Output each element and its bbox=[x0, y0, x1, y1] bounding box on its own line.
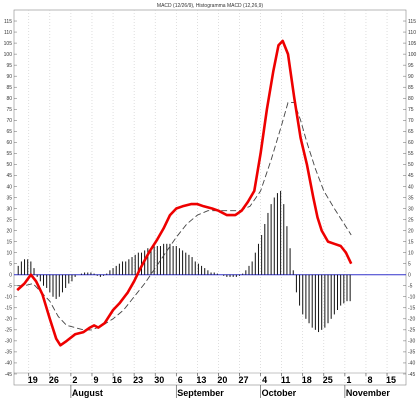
y-tick-label: -20 bbox=[408, 317, 415, 323]
histogram-series bbox=[17, 190, 351, 333]
y-tick-label: 60 bbox=[408, 140, 414, 146]
x-tick-label: 4 bbox=[262, 375, 267, 385]
y-tick-label: 30 bbox=[408, 206, 414, 212]
y-tick-label: -25 bbox=[5, 328, 12, 334]
y-tick-label: -30 bbox=[5, 339, 12, 345]
y-tick-label: 100 bbox=[408, 52, 417, 58]
y-tick-label: 55 bbox=[6, 151, 12, 157]
x-tick-label: 26 bbox=[49, 375, 59, 385]
macd-line bbox=[16, 39, 353, 347]
y-tick-label: 110 bbox=[408, 30, 416, 36]
y-axis-right: 1151101051009590858075706560555045403530… bbox=[403, 19, 417, 378]
y-tick-label: 30 bbox=[6, 206, 12, 212]
y-tick-label: 85 bbox=[408, 85, 414, 91]
month-label: October bbox=[262, 388, 297, 398]
y-tick-label: 60 bbox=[6, 140, 12, 146]
y-tick-label: -45 bbox=[5, 372, 12, 378]
x-tick-label: 1 bbox=[346, 375, 351, 385]
gridlines bbox=[28, 10, 388, 385]
y-tick-label: 0 bbox=[408, 273, 411, 279]
y-tick-label: -15 bbox=[408, 306, 415, 312]
y-tick-label: -40 bbox=[5, 361, 12, 367]
y-tick-label: 40 bbox=[6, 184, 12, 190]
y-tick-label: 95 bbox=[408, 63, 414, 69]
x-tick-label: 18 bbox=[302, 375, 312, 385]
y-tick-label: 85 bbox=[6, 85, 12, 91]
y-tick-label: 50 bbox=[408, 162, 414, 168]
y-tick-label: -10 bbox=[408, 295, 415, 301]
x-tick-label: 6 bbox=[178, 375, 183, 385]
y-tick-label: 20 bbox=[6, 228, 12, 234]
y-tick-label: 15 bbox=[6, 239, 12, 245]
y-tick-label: -25 bbox=[408, 328, 415, 334]
month-label: September bbox=[177, 388, 224, 398]
y-tick-label: 25 bbox=[6, 217, 12, 223]
x-tick-label: 30 bbox=[154, 375, 164, 385]
x-tick-label: 11 bbox=[281, 375, 291, 385]
plot-frame bbox=[13, 9, 407, 386]
y-tick-label: 65 bbox=[6, 129, 12, 135]
x-tick-label: 16 bbox=[112, 375, 122, 385]
y-tick-label: 90 bbox=[6, 74, 12, 80]
y-tick-label: 115 bbox=[4, 19, 12, 25]
y-tick-label: 105 bbox=[4, 41, 13, 47]
y-tick-label: 115 bbox=[408, 19, 416, 25]
y-tick-label: 0 bbox=[9, 273, 12, 279]
y-tick-label: 50 bbox=[6, 162, 12, 168]
x-tick-label: 9 bbox=[93, 375, 98, 385]
x-tick-label: 20 bbox=[217, 375, 227, 385]
x-axis: 19 26 2 9 16 23 30 6 13 20 27 4 11 18 25 1 8 15 bbox=[14, 372, 406, 385]
y-tick-label: -40 bbox=[408, 361, 415, 367]
y-tick-label: 35 bbox=[408, 195, 414, 201]
y-tick-label: -5 bbox=[8, 284, 13, 290]
x-tick-label: 27 bbox=[238, 375, 248, 385]
y-tick-label: 75 bbox=[408, 107, 414, 113]
x-tick-label: 19 bbox=[28, 375, 38, 385]
y-tick-label: -5 bbox=[408, 284, 413, 290]
y-tick-label: 45 bbox=[6, 173, 12, 179]
y-axis-left: 1151101051009590858075706560555045403530… bbox=[4, 19, 17, 378]
y-tick-label: 25 bbox=[408, 217, 414, 223]
y-tick-label: 90 bbox=[408, 74, 414, 80]
y-tick-label: -20 bbox=[5, 317, 12, 323]
y-tick-label: 45 bbox=[408, 173, 414, 179]
y-tick-label: -45 bbox=[408, 372, 415, 378]
y-tick-label: 110 bbox=[4, 30, 12, 36]
y-tick-label: -10 bbox=[5, 295, 12, 301]
y-tick-label: 15 bbox=[408, 239, 414, 245]
y-tick-label: 70 bbox=[6, 118, 12, 124]
y-tick-label: -15 bbox=[5, 306, 12, 312]
x-tick-label: 15 bbox=[386, 375, 396, 385]
x-tick-label: 25 bbox=[323, 375, 333, 385]
y-tick-label: 80 bbox=[408, 96, 414, 102]
y-tick-label: 55 bbox=[408, 151, 414, 157]
x-tick-label: 8 bbox=[367, 375, 372, 385]
y-tick-label: 100 bbox=[4, 52, 13, 58]
month-labels: August September October November bbox=[70, 385, 391, 398]
y-tick-label: 10 bbox=[408, 250, 414, 256]
y-tick-label: 5 bbox=[408, 261, 411, 267]
y-tick-label: 65 bbox=[408, 129, 414, 135]
y-tick-label: 105 bbox=[408, 41, 417, 47]
y-tick-label: -35 bbox=[408, 350, 415, 356]
x-tick-label: 13 bbox=[196, 375, 206, 385]
y-tick-label: -30 bbox=[408, 339, 415, 345]
y-tick-label: 95 bbox=[6, 63, 12, 69]
y-tick-label: 40 bbox=[408, 184, 414, 190]
y-tick-label: 80 bbox=[6, 96, 12, 102]
y-tick-label: 70 bbox=[408, 118, 414, 124]
signal-line bbox=[17, 102, 352, 331]
month-label: August bbox=[72, 388, 103, 398]
x-tick-label: 2 bbox=[72, 375, 77, 385]
x-tick-label: 23 bbox=[133, 375, 143, 385]
y-tick-label: 20 bbox=[408, 228, 414, 234]
y-tick-label: 75 bbox=[6, 107, 12, 113]
y-tick-label: 10 bbox=[6, 250, 12, 256]
y-tick-label: -35 bbox=[5, 350, 12, 356]
month-label: November bbox=[346, 388, 391, 398]
chart-title: MACD (12/26/9), Histogramma MACD (12,26,… bbox=[157, 3, 263, 9]
y-tick-label: 35 bbox=[6, 195, 12, 201]
y-tick-label: 5 bbox=[9, 261, 12, 267]
